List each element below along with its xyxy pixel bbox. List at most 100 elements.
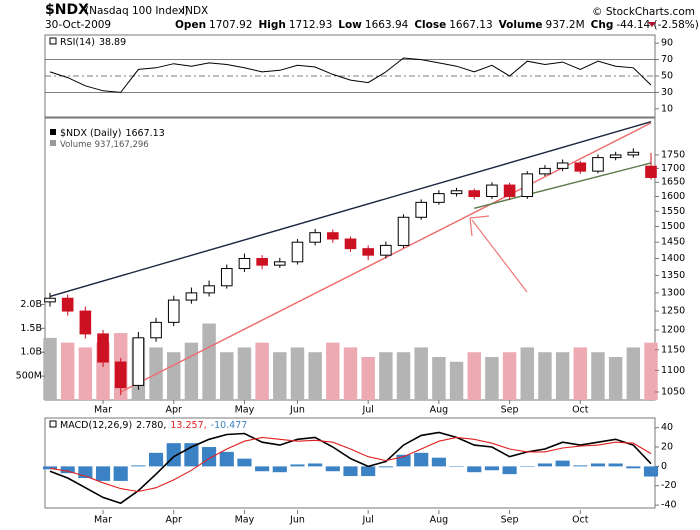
macd-reading: -10.477: [211, 420, 248, 431]
histogram-bar: [60, 466, 75, 474]
histogram-bar: [590, 463, 606, 467]
volume-bar: [60, 342, 75, 400]
volume-bar: [626, 347, 641, 400]
histogram-bar: [431, 457, 446, 467]
candle-body: [574, 162, 587, 172]
volume-bar: [167, 352, 181, 400]
x-tick-label: Sep: [501, 515, 519, 526]
volume-bar: [290, 347, 305, 400]
y-tick-label: 1650: [661, 177, 685, 188]
arrow-head: [469, 217, 473, 237]
histogram-bar: [467, 466, 482, 473]
y-tick-label: -20: [661, 480, 677, 491]
candle-body: [503, 184, 516, 198]
y-tick-label: 10: [661, 103, 673, 114]
legend-swatch: [50, 140, 56, 146]
y-tick-label: 70: [661, 54, 673, 65]
arrow-head: [469, 215, 490, 219]
volume-bar: [184, 342, 199, 400]
histogram-bar: [484, 466, 499, 471]
candle-body: [79, 310, 92, 335]
candle-body: [344, 238, 357, 250]
histogram-bar: [414, 452, 429, 467]
candle-body: [627, 151, 640, 156]
legend-swatch: [50, 129, 56, 135]
histogram-bar: [255, 466, 270, 472]
candle-body: [362, 248, 374, 256]
volume-bar: [591, 352, 605, 400]
candle-body: [592, 157, 604, 172]
volume-bar: [361, 356, 375, 400]
price-reading: 1667.13: [125, 128, 164, 139]
y-tick-label: 1450: [661, 237, 685, 248]
volume-bar: [396, 352, 411, 400]
candle-body: [309, 232, 321, 243]
exchange: INDX: [182, 5, 208, 17]
candle-body: [97, 333, 109, 363]
volume-bar: [502, 352, 517, 400]
candle-body: [150, 321, 162, 339]
y-tick-label: 1600: [661, 191, 685, 202]
candle-body: [167, 299, 180, 323]
volume-bar: [343, 347, 358, 400]
volume-bar: [573, 347, 588, 400]
quote-value: 937.2M: [546, 19, 585, 31]
volume-bar: [538, 352, 552, 400]
quote-label: Open: [175, 19, 206, 31]
y-tick-label: 1400: [661, 253, 685, 264]
histogram-bar: [573, 465, 588, 467]
volume-tick-label: 1.0B: [20, 347, 42, 358]
y-tick-label: 1350: [661, 270, 685, 281]
volume-bar: [608, 356, 623, 400]
x-tick-label: Jun: [289, 515, 305, 526]
candle-body: [220, 268, 233, 287]
volume-bar: [326, 342, 340, 400]
volume-bar: [78, 347, 93, 400]
volume-reading: 937,167,296: [95, 140, 149, 150]
x-tick-label: Sep: [501, 405, 519, 416]
volume-bar: [555, 352, 570, 400]
candle-body: [450, 190, 463, 195]
candle-body: [185, 292, 198, 301]
quote-value: -44.14 (-2.58%): [616, 19, 699, 31]
volume-bar: [467, 352, 481, 400]
histogram-bar: [608, 463, 623, 467]
y-tick-label: 50: [661, 71, 673, 82]
y-tick-label: 90: [661, 38, 673, 49]
histogram-bar: [626, 466, 641, 469]
candle-body: [380, 244, 392, 256]
x-tick-label: Aug: [430, 515, 449, 526]
quote-value: 1663.94: [365, 19, 409, 31]
y-tick-label: 1500: [661, 221, 685, 232]
x-tick-label: Apr: [166, 405, 183, 416]
quote-value: 1712.93: [289, 19, 332, 31]
rsi-line: [49, 57, 652, 93]
date: 30-Oct-2009: [45, 19, 111, 31]
histogram-bar: [272, 466, 287, 473]
annotation-arrow: [469, 215, 528, 293]
copyright: © StockCharts.com: [592, 6, 695, 18]
histogram-bar: [42, 466, 58, 470]
rsi-legend: RSI(14) 38.89: [60, 37, 126, 48]
y-tick-label: 1150: [661, 344, 685, 355]
x-tick-label: Jul: [361, 405, 373, 416]
candle-body: [539, 167, 551, 175]
quote-label: High: [258, 19, 285, 31]
y-tick-label: 40: [661, 422, 673, 433]
price-title: $NDX (Daily): [60, 128, 121, 139]
histogram-bar: [555, 460, 570, 467]
x-tick-label: May: [235, 405, 255, 416]
volume-bar: [237, 347, 252, 400]
histogram-bar: [219, 451, 234, 467]
volume-bar: [432, 356, 446, 400]
trendline: [474, 162, 652, 209]
macd-legend: MACD(12,26,9) 2.780, 13.257, -10.477: [60, 420, 247, 431]
quote-label: Chg: [591, 19, 614, 31]
macd-title: MACD(12,26,9): [60, 420, 132, 431]
candle-body: [327, 232, 339, 240]
y-tick-label: 1250: [661, 306, 685, 317]
histogram-bar: [290, 464, 305, 467]
candle-body: [433, 193, 445, 203]
candle-body: [415, 201, 428, 218]
